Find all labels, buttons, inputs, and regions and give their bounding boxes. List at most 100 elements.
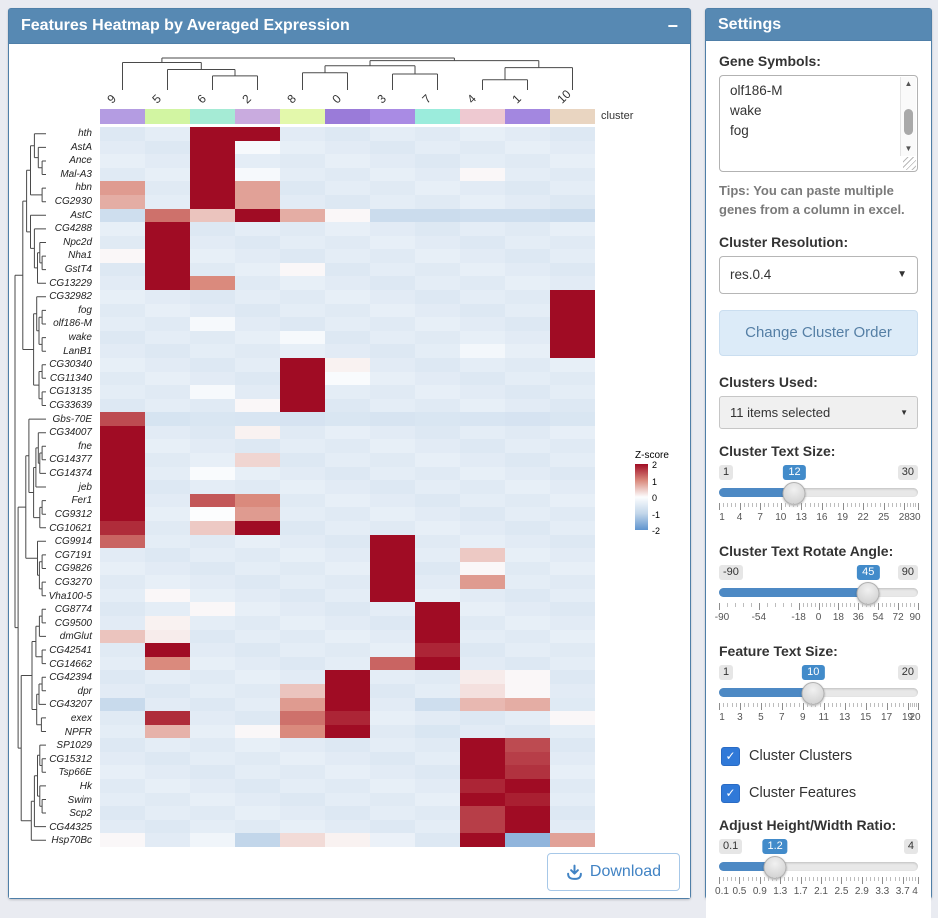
feature-label: CG9312 <box>54 508 92 520</box>
heatmap-cell <box>280 507 325 521</box>
slider-handle[interactable] <box>801 681 825 705</box>
heatmap-cell <box>505 249 550 263</box>
feature-text-size-slider[interactable]: 1 20 10 1 3 5 7 9 11 13 15 17 19 20 <box>719 664 921 729</box>
scroll-up-icon[interactable]: ▲ <box>904 79 913 88</box>
cluster-annotation-cell <box>550 109 595 124</box>
heatmap-cell <box>325 235 370 250</box>
slider-minor-tick <box>805 502 807 507</box>
heatmap-cell <box>235 317 280 331</box>
heatmap-cell <box>280 670 325 684</box>
cluster-clusters-checkbox[interactable]: ✓ <box>721 746 740 766</box>
heatmap-cell <box>235 167 280 182</box>
change-cluster-order-button[interactable]: Change Cluster Order <box>719 309 918 356</box>
slider-tick-label: 7 <box>779 711 785 723</box>
resize-grip-icon[interactable] <box>903 157 916 170</box>
heatmap-cell <box>280 453 325 467</box>
heatmap-cell <box>100 194 145 209</box>
cluster-resolution-select[interactable]: res.0.4 ▼ <box>719 255 918 294</box>
slider-min-label: 1 <box>719 664 734 680</box>
heatmap-cell <box>325 520 370 535</box>
clusters-used-dropdown[interactable]: 11 items selected ▼ <box>719 395 918 429</box>
heatmap-cell <box>550 398 595 413</box>
heatmap-cell <box>145 262 190 277</box>
feature-labels: hth AstA Ance Mal-A3 hbn CG2930 AstC CG4288 Npc2… <box>9 127 96 848</box>
slider-minor-tick <box>874 876 876 881</box>
slider-minor-tick <box>915 502 917 507</box>
heatmap-cell <box>190 317 235 331</box>
slider-minor-tick <box>890 876 892 881</box>
slider-handle[interactable] <box>763 855 787 879</box>
slider-minor-tick <box>865 876 867 881</box>
heatmap-cell <box>415 643 460 657</box>
slider-handle[interactable] <box>856 581 880 605</box>
collapse-button[interactable]: − <box>667 16 678 36</box>
slider-tick-label: -18 <box>791 611 806 623</box>
heatmap-cell <box>235 751 280 766</box>
heatmap-cell <box>460 670 505 684</box>
slider-track[interactable] <box>719 861 918 871</box>
heatmap-cell <box>325 724 370 739</box>
legend-tick-label: -1 <box>652 509 661 520</box>
heatmap-cell <box>370 507 415 521</box>
gene-symbols-input[interactable]: olf186-M wake fog ▲ ▼ <box>719 75 918 172</box>
heatmap-cell <box>505 127 550 141</box>
heatmap-cell <box>145 453 190 467</box>
slider-handle[interactable] <box>782 481 806 505</box>
heatmap-cell <box>460 534 505 549</box>
textarea-scrollbar[interactable]: ▲ ▼ <box>900 77 916 156</box>
slider-max-label: 30 <box>897 464 918 480</box>
adjust-height-width-ratio-slider[interactable]: 0.1 4 1.2 0.1 0.5 0.9 1.3 1.7 2.1 2.5 2.9 3.3 3.7 4 <box>715 838 919 903</box>
heatmap-cell <box>550 154 595 168</box>
heatmap-cell <box>100 833 145 847</box>
slider-minor-tick <box>850 602 852 607</box>
slider-minor-tick <box>786 702 788 707</box>
heatmap-cell <box>145 697 190 712</box>
slider-tick <box>780 876 782 884</box>
slider-tick <box>818 602 820 610</box>
heatmap-cell <box>100 548 145 562</box>
heatmap-cell <box>505 711 550 725</box>
heatmap-cell <box>100 127 145 141</box>
heatmap-cell <box>145 765 190 780</box>
heatmap-cell <box>505 670 550 684</box>
heatmap-cell <box>325 290 370 304</box>
slider-tick-label: 5 <box>758 711 764 723</box>
cluster-text-size-slider[interactable]: 1 30 12 1 4 7 10 13 16 19 22 25 28 30 <box>719 464 921 529</box>
slider-tick <box>902 876 904 884</box>
slider-track[interactable] <box>719 487 918 497</box>
heatmap-cell <box>370 493 415 508</box>
heatmap-panel-header: Features Heatmap by Averaged Expression … <box>9 9 690 44</box>
cluster-features-checkbox[interactable]: ✓ <box>721 783 740 803</box>
feature-label: LanB1 <box>63 345 92 357</box>
heatmap-cell <box>190 806 235 820</box>
heatmap-cell <box>325 208 370 223</box>
heatmap-cell <box>460 262 505 277</box>
slider-tick <box>760 502 762 510</box>
heatmap-cell <box>415 792 460 807</box>
heatmap-cell <box>550 194 595 209</box>
slider-minor-tick <box>830 602 832 607</box>
heatmap-cell <box>415 412 460 426</box>
heatmap-cell <box>325 493 370 508</box>
gene-symbols-value[interactable]: olf186-M wake fog <box>730 83 783 138</box>
cluster-text-rotate-angle-slider[interactable]: -90 90 45 -90 -54 -18 0 18 36 54 72 90 <box>715 564 921 629</box>
heatmap-cell <box>280 751 325 766</box>
feature-label: dpr <box>77 685 92 697</box>
heatmap-cell <box>550 616 595 630</box>
heatmap-cell <box>550 819 595 834</box>
scrollbar-thumb[interactable] <box>904 109 913 135</box>
heatmap-cell <box>145 738 190 752</box>
heatmap-cell <box>145 154 190 168</box>
heatmap-cell <box>415 629 460 644</box>
feature-label: Gbs-70E <box>52 413 92 425</box>
heatmap-cell <box>100 276 145 291</box>
download-button[interactable]: Download <box>547 853 680 891</box>
heatmap-cell <box>550 303 595 318</box>
heatmap-cell <box>100 371 145 386</box>
cluster-annotation-bar <box>100 109 595 124</box>
heatmap-cell <box>100 819 145 834</box>
heatmap-cell <box>190 792 235 807</box>
scroll-down-icon[interactable]: ▼ <box>904 144 913 153</box>
heatmap-cell <box>100 398 145 413</box>
heatmap-cell <box>370 276 415 291</box>
